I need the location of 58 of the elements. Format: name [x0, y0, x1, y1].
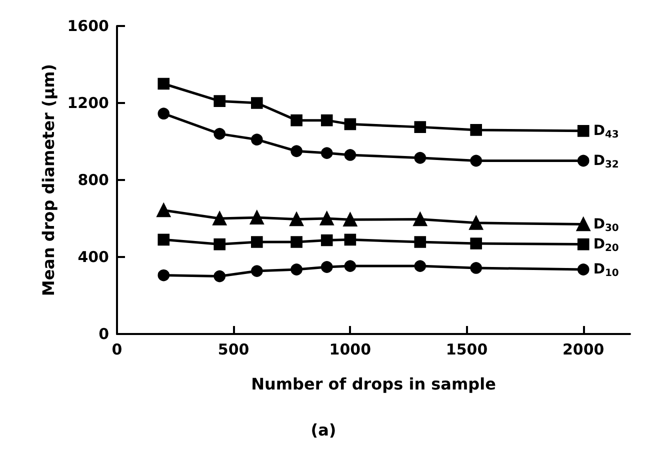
y-tick-label: 0 — [98, 325, 109, 343]
point — [344, 260, 356, 272]
point — [470, 262, 482, 274]
point — [251, 265, 263, 277]
point — [344, 149, 356, 161]
point — [413, 212, 428, 226]
point — [290, 236, 302, 248]
point — [251, 236, 263, 248]
point — [577, 125, 590, 137]
point — [290, 264, 302, 276]
point — [414, 260, 426, 272]
x-tick-label: 0 — [112, 340, 122, 358]
point — [470, 238, 482, 250]
x-tick-label: 1500 — [446, 340, 488, 358]
point — [470, 154, 482, 167]
x-tick-label: 500 — [218, 340, 250, 358]
point — [320, 147, 333, 159]
point — [214, 95, 226, 107]
point — [576, 217, 590, 232]
point — [214, 238, 226, 250]
point — [290, 212, 304, 226]
point — [251, 134, 263, 146]
point — [290, 145, 302, 158]
point — [251, 97, 263, 109]
point — [320, 261, 333, 273]
point — [212, 212, 226, 226]
point — [577, 238, 590, 250]
point — [290, 114, 302, 126]
x-tick-label: 2000 — [562, 340, 604, 358]
point — [320, 234, 333, 246]
point — [214, 270, 226, 282]
point — [158, 78, 170, 90]
y-tick-label: 800 — [78, 171, 109, 189]
point — [158, 234, 170, 246]
point — [214, 128, 226, 140]
y-tick-label: 400 — [78, 248, 109, 266]
point — [343, 212, 358, 227]
point — [250, 210, 264, 224]
point — [469, 216, 483, 230]
point — [344, 118, 356, 130]
point — [156, 203, 171, 218]
y-tick-label: 1600 — [67, 17, 109, 35]
x-tick-label: 1000 — [329, 340, 372, 358]
text: (a) — [310, 420, 336, 440]
y-axis-title: Mean drop diameter (μm) — [38, 64, 58, 296]
point — [577, 264, 590, 276]
point — [414, 236, 426, 248]
point — [320, 114, 333, 126]
point — [470, 124, 482, 136]
point — [158, 269, 170, 282]
x-axis-title: Number of drops in sample — [251, 374, 496, 394]
point — [577, 154, 590, 167]
point — [320, 212, 334, 226]
point — [158, 108, 170, 120]
y-tick-label: 1200 — [67, 94, 109, 112]
point — [414, 121, 426, 133]
point — [344, 234, 356, 246]
point — [414, 152, 426, 164]
